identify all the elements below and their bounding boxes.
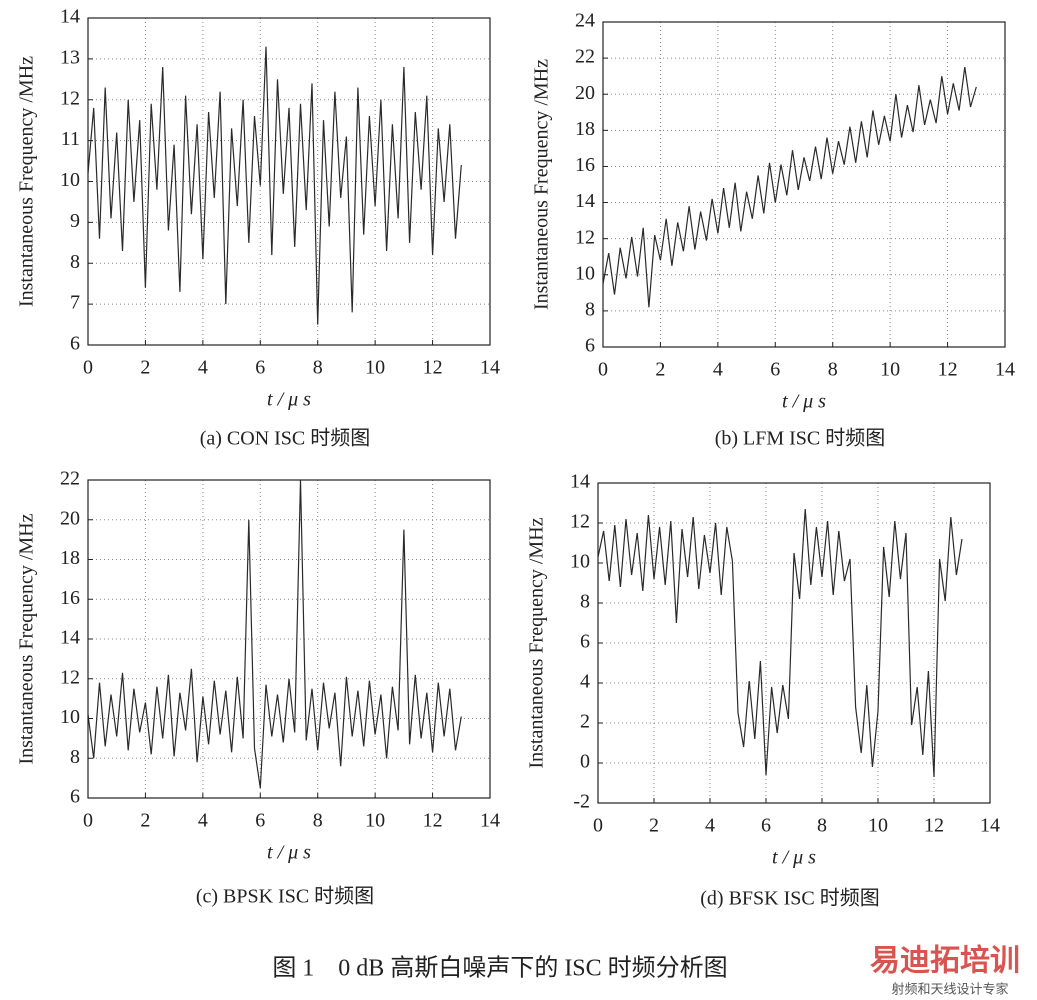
y-tick-label: 13 [60, 46, 80, 68]
y-tick-label: 8 [70, 746, 80, 768]
y-tick-label: 16 [575, 154, 595, 176]
x-tick-label: 10 [868, 815, 888, 837]
x-tick-label: 0 [83, 357, 93, 379]
chart-title: (a) CON ISC 时频图 [200, 427, 371, 450]
y-tick-label: 22 [575, 46, 595, 68]
x-tick-label: 10 [880, 359, 900, 381]
y-tick-label: 4 [580, 671, 590, 693]
y-tick-label: 0 [580, 751, 590, 773]
x-tick-label: 6 [255, 810, 265, 832]
y-axis-label: Instantaneous Frequency /MHz [16, 56, 38, 307]
y-tick-label: 10 [60, 169, 80, 191]
plot-frame [597, 482, 991, 804]
data-line [87, 46, 462, 325]
chart-title: (d) BFSK ISC 时频图 [700, 887, 879, 910]
y-tick-label: 18 [60, 547, 80, 569]
x-tick-label: 0 [598, 359, 608, 381]
x-tick-label: 4 [705, 815, 715, 837]
x-axis-label: t / μ s [772, 847, 816, 869]
y-tick-label: 9 [70, 210, 80, 232]
y-tick-label: 6 [70, 333, 80, 355]
y-tick-label: 8 [70, 251, 80, 273]
data-line [602, 67, 977, 308]
y-tick-label: 12 [570, 511, 590, 533]
y-axis-label: Instantaneous Frequency /MHz [526, 517, 548, 768]
x-axis-label: t / μ s [782, 391, 826, 413]
y-tick-label: 6 [580, 631, 590, 653]
x-tick-label: 6 [761, 815, 771, 837]
plot-frame [602, 21, 1006, 348]
y-tick-label: -2 [573, 791, 590, 813]
x-tick-label: 6 [255, 357, 265, 379]
y-tick-label: 10 [570, 551, 590, 573]
y-tick-label: 8 [585, 298, 595, 320]
x-tick-label: 8 [313, 357, 323, 379]
x-tick-label: 8 [828, 359, 838, 381]
x-tick-label: 2 [649, 815, 659, 837]
data-line [597, 508, 963, 778]
y-tick-label: 20 [60, 507, 80, 529]
y-tick-label: 14 [60, 6, 80, 28]
x-tick-label: 10 [365, 810, 385, 832]
x-tick-label: 2 [140, 810, 150, 832]
x-tick-label: 14 [995, 359, 1015, 381]
x-tick-label: 12 [423, 810, 443, 832]
plot-frame [87, 17, 491, 346]
x-tick-label: 0 [83, 810, 93, 832]
x-tick-label: 10 [365, 357, 385, 379]
x-tick-label: 14 [980, 815, 1000, 837]
chart-title: (c) BPSK ISC 时频图 [196, 885, 374, 908]
y-tick-label: 14 [575, 190, 595, 212]
x-tick-label: 12 [423, 357, 443, 379]
x-tick-label: 4 [713, 359, 723, 381]
x-tick-label: 12 [924, 815, 944, 837]
plot-frame [87, 479, 491, 799]
y-tick-label: 18 [575, 118, 595, 140]
y-tick-label: 10 [60, 706, 80, 728]
y-tick-label: 12 [60, 87, 80, 109]
x-tick-label: 14 [480, 357, 500, 379]
y-tick-label: 7 [70, 292, 80, 314]
chart-title: (b) LFM ISC 时频图 [715, 427, 886, 450]
y-tick-label: 11 [61, 128, 80, 150]
y-tick-label: 12 [575, 226, 595, 248]
x-tick-label: 8 [817, 815, 827, 837]
x-tick-label: 2 [140, 357, 150, 379]
y-tick-label: 12 [60, 666, 80, 688]
y-tick-label: 20 [575, 82, 595, 104]
data-line [87, 479, 462, 789]
x-axis-label: t / μ s [267, 389, 311, 411]
watermark-brand: 易迪拓培训 [870, 944, 1020, 979]
y-tick-label: 6 [585, 335, 595, 357]
x-tick-label: 2 [655, 359, 665, 381]
y-tick-label: 24 [575, 10, 595, 32]
x-tick-label: 14 [480, 810, 500, 832]
x-tick-label: 0 [593, 815, 603, 837]
y-axis-label: Instantaneous Frequency /MHz [16, 513, 38, 764]
y-tick-label: 2 [580, 711, 590, 733]
y-tick-label: 22 [60, 468, 80, 490]
figure-caption: 图 1 0 dB 高斯白噪声下的 ISC 时频分析图 [272, 955, 727, 982]
x-tick-label: 6 [770, 359, 780, 381]
y-tick-label: 16 [60, 587, 80, 609]
y-tick-label: 8 [580, 591, 590, 613]
x-tick-label: 4 [198, 357, 208, 379]
y-tick-label: 14 [60, 627, 80, 649]
x-tick-label: 4 [198, 810, 208, 832]
y-tick-label: 6 [70, 786, 80, 808]
y-axis-label: Instantaneous Frequency /MHz [531, 59, 553, 310]
y-tick-label: 10 [575, 262, 595, 284]
x-tick-label: 8 [313, 810, 323, 832]
watermark-slogan: 射频和天线设计专家 [891, 982, 1008, 998]
x-axis-label: t / μ s [267, 842, 311, 864]
x-tick-label: 12 [938, 359, 958, 381]
y-tick-label: 14 [570, 471, 590, 493]
